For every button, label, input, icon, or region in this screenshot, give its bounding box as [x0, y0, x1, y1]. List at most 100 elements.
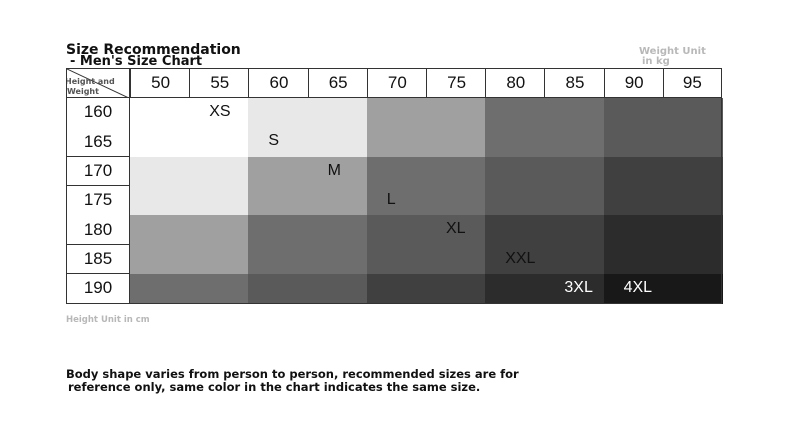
size-label: XXL	[505, 249, 536, 267]
size-label: S	[268, 132, 280, 150]
size-cell	[544, 215, 605, 246]
size-cell	[485, 244, 546, 275]
chart-subtitle: - Men's Size Chart	[70, 54, 203, 69]
size-cell	[603, 273, 664, 305]
weight-header: 80	[485, 68, 546, 98]
size-cell	[662, 127, 723, 158]
size-cell	[544, 156, 605, 187]
size-cell	[366, 244, 427, 275]
size-cell	[603, 156, 664, 187]
weight-unit-sublabel: in kg	[642, 56, 670, 67]
size-cell	[426, 156, 487, 187]
size-cell	[366, 127, 427, 158]
size-label: L	[386, 190, 396, 208]
height-header: 160	[66, 98, 130, 128]
size-cell	[366, 215, 427, 246]
height-unit-label: Height Unit in cm	[66, 315, 150, 325]
diagonal-divider	[67, 69, 128, 97]
size-cell	[603, 98, 664, 129]
size-label: 4XL	[623, 278, 653, 296]
size-cell	[248, 215, 309, 246]
size-label: XL	[446, 220, 466, 238]
size-cell	[130, 244, 191, 275]
size-cell	[426, 98, 487, 129]
size-cell	[603, 185, 664, 217]
height-header: 175	[66, 185, 130, 216]
height-header: 190	[66, 273, 130, 304]
disclaimer-line-1: Body shape varies from person to person,…	[66, 367, 519, 381]
size-cell	[485, 98, 546, 129]
size-cell	[189, 98, 250, 129]
weight-header: 85	[544, 68, 605, 98]
weight-header: 65	[307, 68, 368, 98]
size-cell	[366, 273, 427, 305]
size-cell	[603, 244, 664, 275]
weight-header: 50	[130, 68, 191, 98]
size-cell	[130, 273, 191, 305]
size-cell	[544, 98, 605, 129]
size-cell	[485, 185, 546, 217]
size-cell	[248, 244, 309, 275]
size-cell	[603, 127, 664, 158]
height-header: 170	[66, 156, 130, 187]
size-cell	[130, 185, 191, 217]
size-cell	[307, 156, 368, 187]
size-cell	[130, 127, 191, 158]
size-cell	[426, 185, 487, 217]
size-cell	[130, 98, 191, 129]
height-header: 180	[66, 215, 130, 245]
size-cell	[426, 244, 487, 275]
weight-header: 70	[366, 68, 427, 98]
size-cell	[544, 244, 605, 275]
corner-label-weight: Weight	[67, 87, 99, 96]
size-cell	[662, 156, 723, 187]
size-cell	[307, 127, 368, 158]
size-cell	[544, 127, 605, 158]
weight-header: 55	[189, 68, 250, 98]
size-cell	[307, 215, 368, 246]
corner-label-height: Height and	[66, 77, 115, 86]
size-cell	[189, 156, 250, 187]
size-cell	[248, 98, 309, 129]
size-cell	[130, 156, 191, 187]
size-cell	[307, 273, 368, 305]
size-cell	[662, 185, 723, 217]
size-cell	[189, 215, 250, 246]
size-cell	[366, 98, 427, 129]
size-cell	[485, 127, 546, 158]
size-cell	[307, 244, 368, 275]
size-cell	[248, 156, 309, 187]
size-cell	[189, 273, 250, 305]
size-label: 3XL	[564, 278, 593, 296]
size-cell	[366, 185, 427, 217]
size-cell	[189, 244, 250, 275]
height-header: 165	[66, 127, 130, 158]
size-cell	[544, 273, 605, 305]
size-cell	[426, 127, 487, 158]
size-chart-table: Height and Weight 50 55 60 65 70 75 80 85 90 95 16…	[66, 68, 723, 305]
size-cell	[426, 215, 487, 246]
weight-header: 60	[248, 68, 309, 98]
size-cell	[189, 185, 250, 217]
size-label: XS	[209, 103, 231, 120]
size-cell	[662, 244, 723, 275]
size-cell	[485, 215, 546, 246]
size-cell	[485, 273, 546, 305]
size-cell	[307, 98, 368, 129]
size-cell	[248, 127, 309, 158]
size-cell	[189, 127, 250, 158]
chart-title: Size Recommendation	[66, 42, 241, 58]
size-cell	[485, 156, 546, 187]
size-cell	[544, 185, 605, 217]
height-header: 185	[66, 244, 130, 275]
size-cell	[248, 185, 309, 217]
size-cell	[307, 185, 368, 217]
weight-header: 95	[662, 68, 722, 98]
corner-header: Height and Weight	[66, 68, 130, 98]
size-cell	[662, 273, 723, 305]
weight-header: 75	[426, 68, 487, 98]
size-cell	[248, 273, 309, 305]
disclaimer-line-2: reference only, same color in the chart …	[68, 380, 481, 394]
size-cell	[603, 215, 664, 246]
weight-header: 90	[603, 68, 664, 98]
